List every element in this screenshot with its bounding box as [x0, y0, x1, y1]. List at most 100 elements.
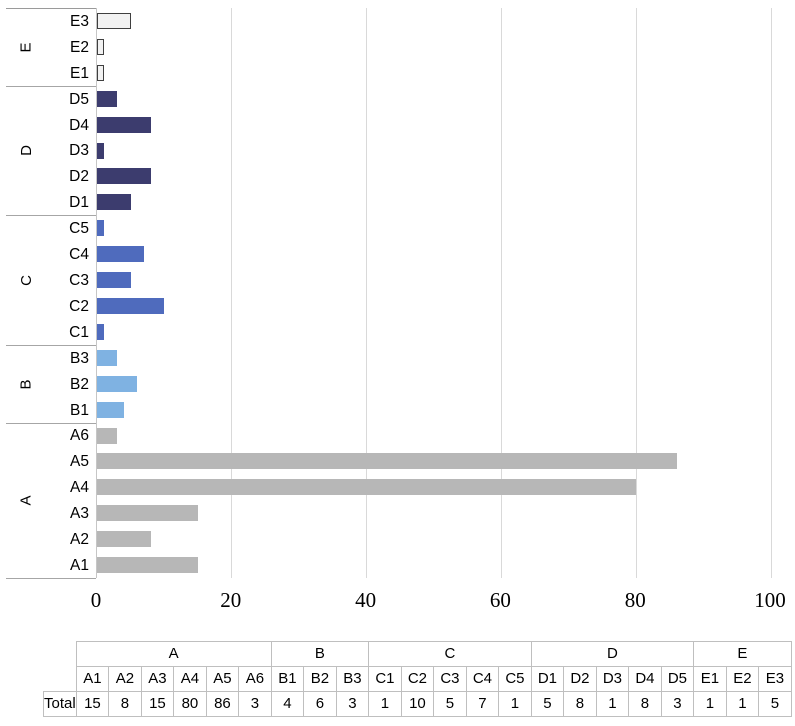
category-label-C4: C4	[69, 246, 89, 264]
table-item-header-D3: D3	[595, 666, 630, 692]
table-item-header-E1: E1	[693, 666, 727, 692]
bar-B3	[97, 349, 118, 366]
bar-C4	[97, 246, 145, 263]
table-value-E3: 5	[758, 691, 792, 717]
table-value-A1: 15	[75, 691, 110, 717]
bar-B1	[97, 401, 124, 418]
value-axis: 0 20 40 60 80 100	[0, 588, 795, 618]
group-label-text: E	[17, 42, 35, 53]
table-item-header-A4: A4	[173, 666, 207, 692]
table-item-header-D4: D4	[628, 666, 662, 692]
category-label-A6: A6	[70, 427, 89, 445]
table-value-C1: 1	[368, 691, 402, 717]
table-value-C5: 1	[498, 691, 532, 717]
bar-B2	[97, 375, 138, 392]
bar-E1	[97, 64, 104, 81]
category-axis: E E3 E2 E1 D D5 D4 D3 D2 D1 C C5 C4 C3 C2 C1 B B3 B2 B1 A A6 A…	[6, 8, 96, 579]
bar-E2	[97, 38, 104, 55]
group-label-text: B	[17, 379, 35, 390]
category-label-C3: C3	[69, 272, 89, 290]
bar-D1	[97, 194, 131, 211]
table-value-C4: 7	[465, 691, 500, 717]
bar-D2	[97, 168, 151, 185]
xtick-label-0: 0	[90, 588, 102, 612]
category-label-D5: D5	[69, 90, 89, 108]
table-value-C3: 5	[433, 691, 467, 717]
category-group-D: D D5 D4 D3 D2 D1	[6, 87, 96, 217]
xtick-label-80: 80	[624, 588, 646, 612]
table-value-B2: 6	[303, 691, 337, 717]
table-value-B1: 4	[270, 691, 305, 717]
xtick-label-40: 40	[355, 588, 377, 612]
table-value-A6: 3	[238, 691, 272, 717]
table-item-header-C5: C5	[498, 666, 532, 692]
category-label-C1: C1	[69, 323, 89, 341]
category-label-D4: D4	[69, 116, 89, 134]
category-label-A5: A5	[70, 453, 89, 471]
category-label-A2: A2	[70, 531, 89, 549]
bar-A1	[97, 557, 199, 574]
gridline-100	[770, 8, 772, 578]
table-value-D5: 3	[660, 691, 695, 717]
xtick-label-100: 100	[754, 588, 786, 612]
table-value-C2: 10	[400, 691, 435, 717]
plot-area	[96, 8, 775, 578]
bar-D5	[97, 90, 118, 107]
category-label-A3: A3	[70, 505, 89, 523]
xtick-label-20: 20	[220, 588, 242, 612]
category-label-B1: B1	[70, 401, 89, 419]
group-label-text: C	[17, 275, 35, 286]
table-value-D2: 8	[563, 691, 597, 717]
category-label-A1: A1	[70, 557, 89, 575]
bar-A2	[97, 531, 151, 548]
table-value-E2: 1	[725, 691, 760, 717]
table-item-header-C2: C2	[400, 666, 435, 692]
category-group-C: C C5 C4 C3 C2 C1	[6, 216, 96, 346]
table-value-E1: 1	[693, 691, 727, 717]
table-value-D3: 1	[595, 691, 630, 717]
bar-A5	[97, 453, 677, 470]
table-item-header-B1: B1	[270, 666, 305, 692]
table-item-header-C4: C4	[465, 666, 500, 692]
bar-C1	[97, 323, 104, 340]
gridline-20	[231, 8, 233, 578]
group-label-text: D	[17, 145, 35, 157]
category-group-A: A A6 A5 A4 A3 A2 A1	[6, 424, 96, 579]
table-value-A5: 86	[205, 691, 240, 717]
table-item-header-E3: E3	[758, 666, 792, 692]
table-item-header-A6: A6	[238, 666, 272, 692]
table-item-header-A3: A3	[140, 666, 175, 692]
bar-A4	[97, 479, 637, 496]
category-group-E: E E3 E2 E1	[6, 9, 96, 87]
group-label-text: A	[17, 495, 35, 506]
bar-D3	[97, 142, 104, 159]
category-label-C5: C5	[69, 220, 89, 238]
bar-A3	[97, 505, 199, 522]
table-group-header-B: B	[270, 641, 370, 667]
category-label-A4: A4	[70, 479, 89, 497]
table-item-header-A1: A1	[75, 666, 110, 692]
table-group-header-C: C	[368, 641, 532, 667]
category-label-C2: C2	[69, 297, 89, 315]
gridline-40	[366, 8, 368, 578]
gridline-60	[500, 8, 502, 578]
bar-D4	[97, 116, 151, 133]
table-item-header-C3: C3	[433, 666, 467, 692]
table-value-D1: 5	[530, 691, 565, 717]
table-group-header-D: D	[530, 641, 695, 667]
table-item-header-D5: D5	[660, 666, 695, 692]
data-table: A B C D E A1 A2 A3 A4 A5 A6 B1 B2 B3 C1 C2 C3 C4 C5 D1 D2 D3 D…	[43, 641, 792, 717]
table-blank-cell	[44, 667, 77, 692]
table-value-A4: 80	[173, 691, 207, 717]
table-blank-cell	[44, 642, 77, 667]
category-label-D2: D2	[69, 168, 89, 186]
table-item-header-A2: A2	[108, 666, 142, 692]
category-label-D1: D1	[69, 194, 89, 212]
table-item-header-D2: D2	[563, 666, 597, 692]
table-value-A2: 8	[108, 691, 142, 717]
table-item-header-B2: B2	[303, 666, 337, 692]
table-group-header-A: A	[75, 641, 272, 667]
xtick-label-60: 60	[489, 588, 511, 612]
bar-A6	[97, 427, 118, 444]
